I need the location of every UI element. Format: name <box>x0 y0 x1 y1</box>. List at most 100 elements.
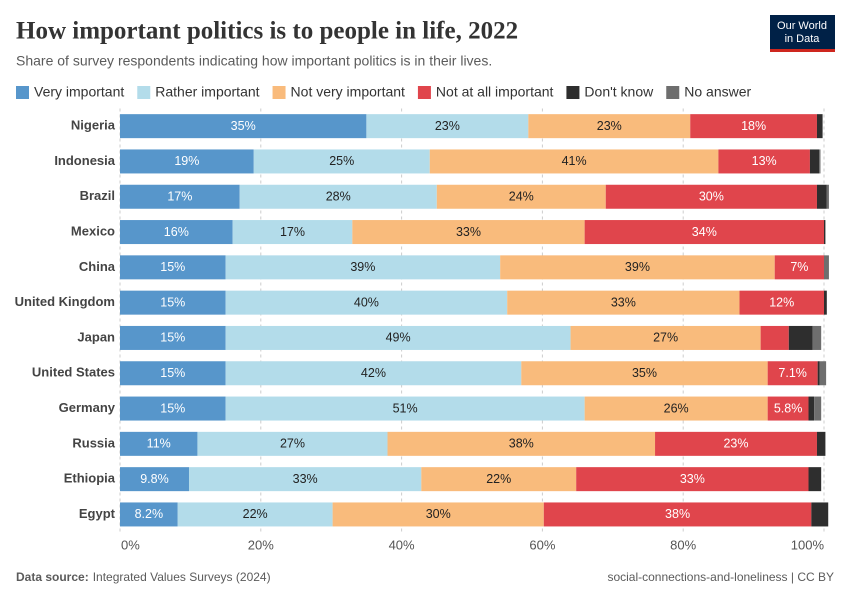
bar-segment <box>543 502 812 527</box>
legend-label: Not very important <box>291 84 405 100</box>
bar-segment <box>816 431 826 456</box>
bar-segment <box>436 184 606 209</box>
x-tick-label: 80% <box>670 537 696 552</box>
legend-swatch <box>417 86 431 99</box>
value-label: 41% <box>562 154 587 168</box>
value-label: 40% <box>354 295 379 309</box>
value-label: 49% <box>386 331 411 345</box>
chart-subtitle: Share of survey respondents indicating h… <box>16 53 492 69</box>
value-label: 33% <box>456 225 481 239</box>
x-tick-label: 100% <box>791 537 825 552</box>
value-label: 24% <box>509 190 534 204</box>
value-label: 51% <box>393 401 418 415</box>
category-label: Mexico <box>71 223 115 238</box>
bar-segment <box>767 361 818 386</box>
category-label: Japan <box>77 329 115 344</box>
bar-segment <box>332 502 544 527</box>
legend-label: Rather important <box>155 84 259 100</box>
value-label: 15% <box>160 366 185 380</box>
x-tick-label: 20% <box>248 537 274 552</box>
logo-text: Our World <box>777 20 827 32</box>
bar-segment <box>387 431 656 456</box>
value-label: 42% <box>361 366 386 380</box>
source: Integrated Values Surveys (2024) <box>93 570 271 584</box>
value-label: 16% <box>164 225 189 239</box>
category-label: Brazil <box>80 188 115 203</box>
bar-segment <box>767 396 809 421</box>
category-label: Nigeria <box>71 118 116 133</box>
category-label: Ethiopia <box>64 471 116 486</box>
bar-segment <box>197 431 388 456</box>
bar-segment <box>816 114 823 139</box>
value-label: 23% <box>435 119 460 133</box>
legend-swatch <box>272 86 286 99</box>
x-tick-label: 60% <box>529 537 555 552</box>
value-label: 17% <box>167 190 192 204</box>
bar-segment <box>812 325 822 350</box>
bar-segment <box>421 467 577 492</box>
value-label: 15% <box>160 331 185 345</box>
bar-segment <box>120 290 226 315</box>
bar-segment <box>521 361 768 386</box>
value-label: 13% <box>752 154 777 168</box>
bar-segment <box>690 114 817 139</box>
bar-segment <box>225 361 522 386</box>
bar-segment <box>253 149 430 174</box>
url: social-connections-and-loneliness | CC B… <box>607 570 834 584</box>
bar-segment <box>774 255 824 280</box>
bar-segment <box>120 149 254 174</box>
bar-segment <box>366 114 529 139</box>
bar-segment <box>177 502 333 527</box>
bar-segment <box>824 220 826 245</box>
x-tick-label: 40% <box>389 537 415 552</box>
bar-segment <box>739 290 824 315</box>
bar-segment <box>817 361 820 386</box>
legend-swatch <box>16 86 29 99</box>
logo-box <box>770 15 835 52</box>
legend-label: No answer <box>684 84 751 100</box>
value-label: 26% <box>664 401 689 415</box>
value-label: 33% <box>611 295 636 309</box>
value-label: 15% <box>160 295 185 309</box>
value-label: 28% <box>326 190 351 204</box>
value-label: 9.8% <box>140 472 169 486</box>
bar-segment <box>352 220 585 245</box>
bar-segment <box>500 255 775 280</box>
value-label: 15% <box>160 401 185 415</box>
value-label: 22% <box>243 507 268 521</box>
bar-segment <box>760 325 789 350</box>
legend-label: Not at all important <box>436 84 554 100</box>
bar-segment <box>120 396 226 421</box>
legend-swatch <box>666 86 680 99</box>
bar-segment <box>819 149 821 174</box>
bar-segment <box>808 467 822 492</box>
value-label: 39% <box>350 260 375 274</box>
value-label: 30% <box>699 190 724 204</box>
value-label: 5.8% <box>774 401 803 415</box>
legend-swatch <box>566 86 580 99</box>
value-label: 39% <box>625 260 650 274</box>
bar-segment <box>788 325 813 350</box>
legend-label: Don't know <box>584 84 654 100</box>
value-label: 7.1% <box>778 366 807 380</box>
category-label: China <box>79 259 116 274</box>
category-label: Indonesia <box>54 153 115 168</box>
value-label: 38% <box>509 437 534 451</box>
category-label: Germany <box>59 400 116 415</box>
bar-segment <box>120 255 226 280</box>
bar-segment <box>225 290 508 315</box>
bar-segment <box>120 431 198 456</box>
value-label: 33% <box>293 472 318 486</box>
bar-segment <box>225 255 501 280</box>
bar-segment <box>811 502 829 527</box>
bar-segment <box>225 325 571 350</box>
bar-segment <box>232 220 353 245</box>
logo: Our World in Data <box>770 15 835 52</box>
bar-segment <box>584 396 768 421</box>
value-label: 15% <box>160 260 185 274</box>
bar-segment <box>824 255 829 280</box>
value-label: 23% <box>723 437 748 451</box>
value-label: 27% <box>280 437 305 451</box>
bar-segment <box>808 396 815 421</box>
bar-segment <box>819 361 827 386</box>
